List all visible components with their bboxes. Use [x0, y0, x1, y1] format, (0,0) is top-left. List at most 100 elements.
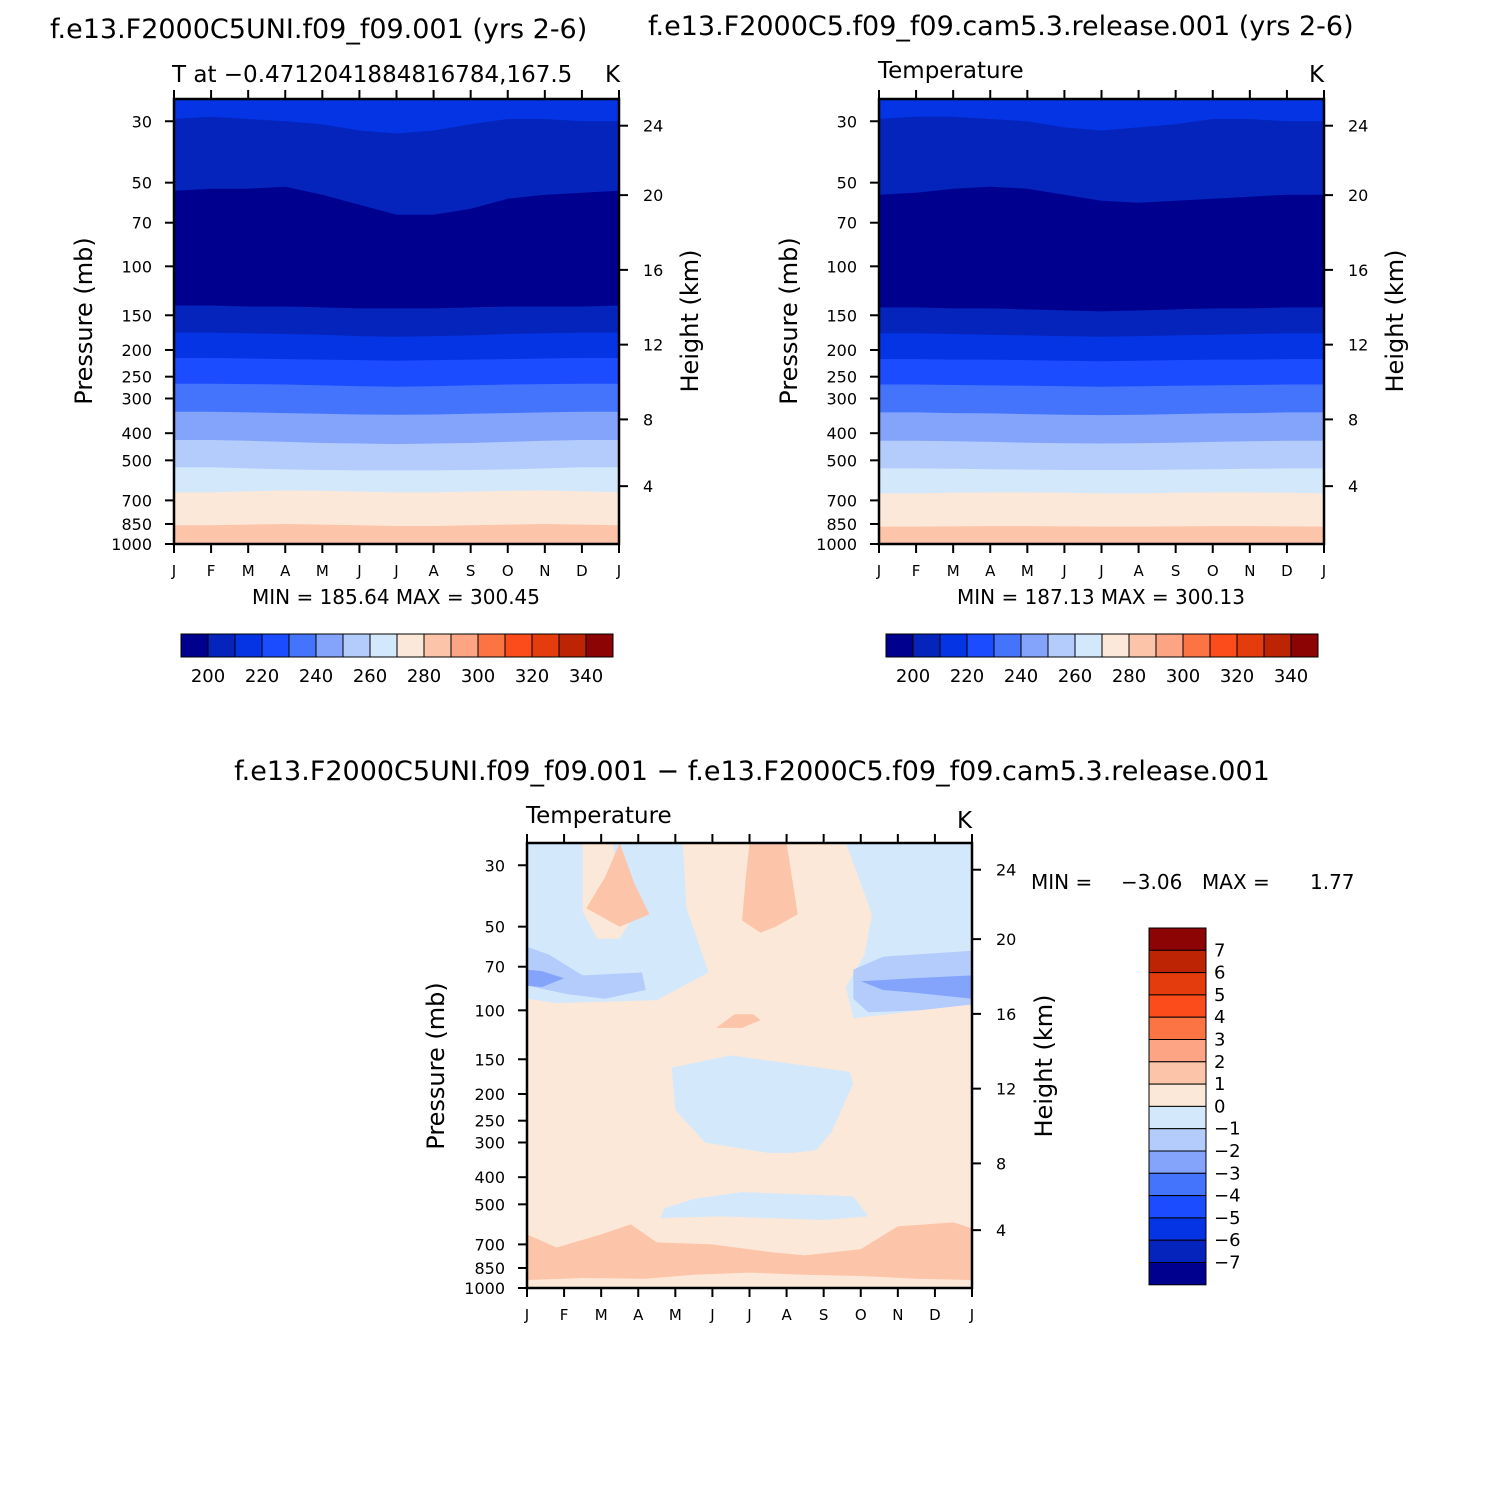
x-tick-label: D [576, 562, 588, 580]
panel-3-ylabel: Pressure (mb) [422, 982, 450, 1149]
height-tick-label: 20 [643, 186, 663, 205]
panel-3-max-value: 1.77 [1310, 870, 1355, 894]
x-tick-label: S [466, 562, 476, 580]
colorbar-swatch [585, 633, 614, 658]
colorbar-swatch [504, 633, 533, 658]
height-tick-label: 20 [1348, 186, 1368, 205]
height-tick-label: 16 [643, 261, 663, 280]
panel-2-colorbar: 200 220 240 260 280 300 320 340 [885, 633, 1319, 687]
x-tick-label: J [1321, 562, 1326, 580]
y-tick-label: 70 [837, 214, 857, 233]
x-tick-label: J [876, 562, 881, 580]
colorbar-swatch [1209, 633, 1238, 658]
panel-2-units: K [1309, 62, 1325, 88]
y-tick-label: 700 [121, 491, 152, 510]
colorbar-swatch [1263, 633, 1292, 658]
panel-3-region-1 [527, 946, 646, 999]
x-tick-label: N [1244, 562, 1255, 580]
y-tick-label: 300 [121, 389, 152, 408]
panel-1: f.e13.F2000C5UNI.f09_f09.001 (yrs 2-6) T… [50, 14, 704, 687]
panel-3-ylabel-right: Height (km) [1030, 995, 1058, 1138]
colorbar-swatch [1148, 1083, 1207, 1107]
x-tick-label: A [1133, 562, 1144, 580]
panel-3-title: f.e13.F2000C5UNI.f09_f09.001 − f.e13.F20… [234, 756, 1270, 787]
colorbar-swatch [1182, 633, 1211, 658]
colorbar-label: 300 [461, 666, 495, 687]
colorbar-swatch [342, 633, 371, 658]
panel-1-ylabel: Pressure (mb) [70, 237, 98, 404]
x-tick-label: D [929, 1306, 941, 1324]
panel-3-min-value: −3.06 [1121, 870, 1182, 894]
colorbar-swatch [288, 633, 317, 658]
height-tick-label: 20 [996, 930, 1016, 949]
colorbar-label: 5 [1214, 985, 1225, 1006]
x-tick-label: F [912, 562, 921, 580]
colorbar-swatch [234, 633, 263, 658]
panel-2-ticks: J F M A M J J A S O N D J 30 50 70 100 150 200 250 300 400 500… [816, 90, 1368, 580]
height-tick-label: 4 [996, 1221, 1006, 1240]
colorbar-swatch [180, 633, 209, 658]
y-tick-label: 400 [474, 1168, 505, 1187]
x-tick-label: M [595, 1306, 608, 1324]
colorbar-label: 240 [299, 666, 333, 687]
colorbar-label: 300 [1166, 666, 1200, 687]
colorbar-label: 240 [1004, 666, 1038, 687]
y-tick-label: 100 [474, 1001, 505, 1020]
panel-3-ticks: J F M A M J J A S O N D J 30 50 70 100 150 200 250 300 400 500… [464, 834, 1016, 1324]
colorbar-swatch [966, 633, 995, 658]
x-tick-label: O [502, 562, 514, 580]
panel-3-units: K [957, 808, 973, 834]
colorbar-swatch [1148, 949, 1207, 974]
y-tick-label: 250 [121, 368, 152, 387]
colorbar-swatch [1148, 1239, 1207, 1263]
x-tick-label: A [280, 562, 291, 580]
y-tick-label: 150 [474, 1050, 505, 1069]
colorbar-swatch [1148, 972, 1207, 996]
y-tick-label: 100 [121, 257, 152, 276]
colorbar-label: 3 [1214, 1030, 1225, 1051]
x-tick-label: F [560, 1306, 569, 1324]
colorbar-label: 2 [1214, 1052, 1225, 1073]
y-tick-label: 500 [121, 451, 152, 470]
x-tick-label: O [1207, 562, 1219, 580]
x-tick-label: M [1021, 562, 1034, 580]
colorbar-label: 220 [245, 666, 279, 687]
colorbar-swatch [1128, 633, 1157, 658]
y-tick-label: 200 [826, 341, 857, 360]
colorbar-label: 340 [1274, 666, 1308, 687]
colorbar-swatch [423, 633, 452, 658]
panel-3-region-3 [586, 843, 650, 927]
x-tick-label: A [985, 562, 996, 580]
colorbar-swatch [1148, 1195, 1207, 1219]
y-tick-label: 30 [837, 112, 857, 131]
x-tick-label: J [393, 562, 398, 580]
height-tick-label: 8 [643, 410, 653, 429]
panel-2: f.e13.F2000C5.f09_f09.cam5.3.release.001… [648, 11, 1409, 687]
panel-3-region-11 [527, 1222, 972, 1288]
colorbar-label: 0 [1214, 1096, 1225, 1117]
x-tick-label: S [819, 1306, 829, 1324]
height-tick-label: 16 [1348, 261, 1368, 280]
height-tick-label: 8 [1348, 410, 1358, 429]
x-tick-label: J [969, 1306, 974, 1324]
y-tick-label: 250 [826, 368, 857, 387]
panel-2-subtitle: Temperature [877, 58, 1024, 84]
colorbar-swatch [1290, 633, 1319, 658]
colorbar-label: −3 [1214, 1163, 1241, 1184]
y-tick-label: 700 [826, 491, 857, 510]
colorbar-swatch [369, 633, 398, 658]
height-tick-label: 12 [996, 1080, 1016, 1099]
x-tick-label: A [428, 562, 439, 580]
y-tick-label: 30 [132, 112, 152, 131]
colorbar-label: 220 [950, 666, 984, 687]
colorbar-label: 1 [1214, 1074, 1225, 1095]
x-tick-label: A [633, 1306, 644, 1324]
x-tick-label: F [207, 562, 216, 580]
y-tick-label: 1000 [464, 1279, 505, 1298]
x-tick-label: J [524, 1306, 529, 1324]
colorbar-swatch [558, 633, 587, 658]
x-tick-label: J [1061, 562, 1066, 580]
colorbar-label: 320 [1220, 666, 1254, 687]
y-tick-label: 400 [826, 424, 857, 443]
colorbar-swatch [1148, 994, 1207, 1018]
